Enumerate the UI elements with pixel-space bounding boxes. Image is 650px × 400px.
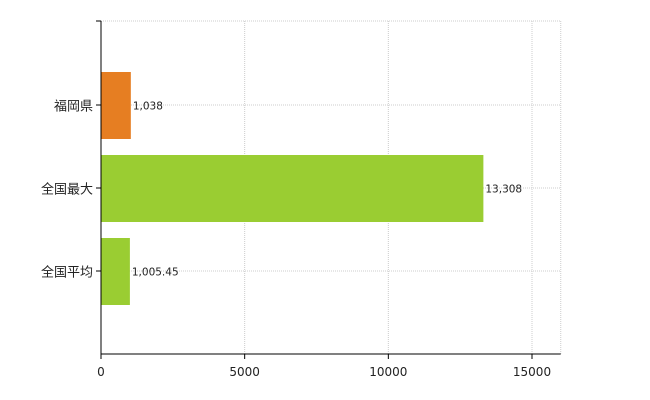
x-tick-label-3: 15000 (513, 365, 551, 379)
x-tick-label-1: 5000 (229, 365, 260, 379)
data-label-1: 13,308 (485, 184, 522, 196)
category-label-1: 全国最大 (41, 182, 93, 198)
category-label-2: 全国平均 (41, 265, 93, 281)
x-tick-label-2: 10000 (369, 365, 407, 379)
bar-1 (101, 155, 484, 222)
bar-2 (101, 238, 130, 305)
x-tick-label-0: 0 (97, 365, 105, 379)
data-label-2: 1,005.45 (132, 267, 179, 279)
data-label-0: 1,038 (133, 101, 163, 113)
category-label-0: 福岡県 (54, 100, 93, 115)
bar-0 (101, 72, 131, 139)
